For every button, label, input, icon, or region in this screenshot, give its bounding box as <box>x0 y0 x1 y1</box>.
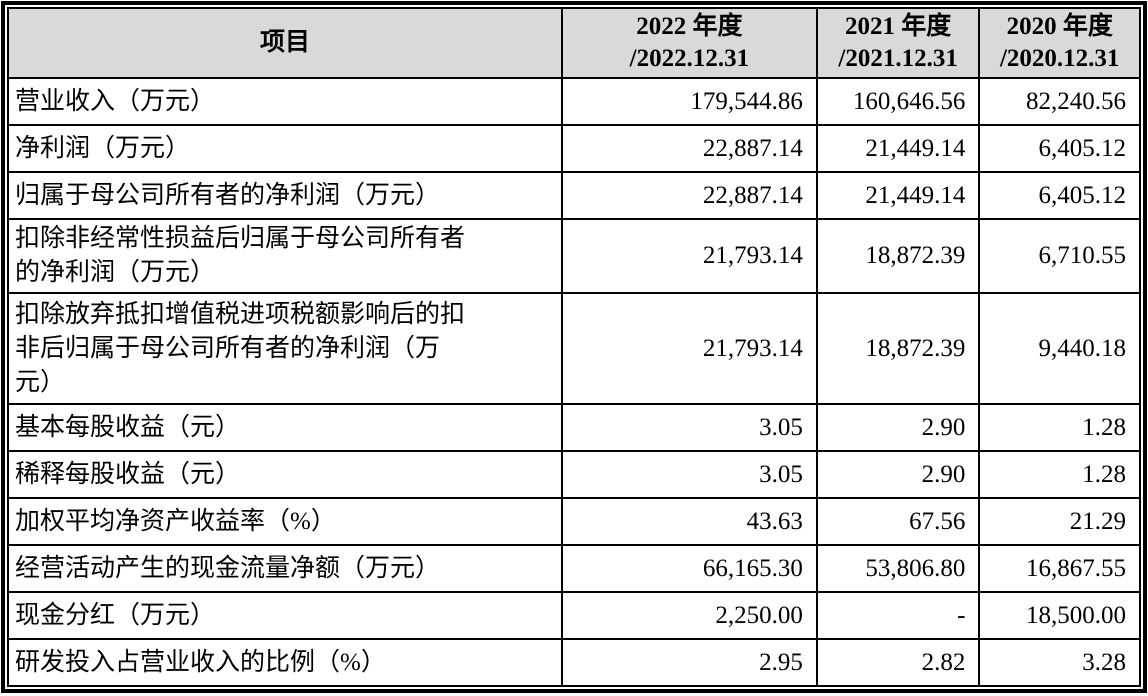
row-label: 扣除放弃抵扣增值税进项税额影响后的扣 非后归属于母公司所有者的净利润（万 元） <box>7 292 563 405</box>
value-cell: 3.05 <box>560 403 818 452</box>
value-cell: 16,867.55 <box>978 544 1141 593</box>
value-cell: 21,793.14 <box>560 218 818 294</box>
value-cell: 6,405.12 <box>978 124 1141 173</box>
value-cell: 66,165.30 <box>560 544 818 593</box>
column-header-2021: 2021 年度 /2021.12.31 <box>815 7 981 79</box>
column-header-item: 项目 <box>7 7 563 79</box>
table-row: 现金分红（万元） 2,250.00 - 18,500.00 <box>7 591 1141 640</box>
value-cell: 21,449.14 <box>815 124 981 173</box>
value-cell: 53,806.80 <box>815 544 981 593</box>
financial-summary-table: 项目 2022 年度 /2022.12.31 2021 年度 /2021.12.… <box>7 7 1141 687</box>
table-row: 稀释每股收益（元） 3.05 2.90 1.28 <box>7 450 1141 499</box>
value-cell: 1.28 <box>978 450 1141 499</box>
table-row: 扣除非经常性损益后归属于母公司所有者 的净利润（万元） 21,793.14 18… <box>7 218 1141 294</box>
table-row: 基本每股收益（元） 3.05 2.90 1.28 <box>7 403 1141 452</box>
value-cell: 9,440.18 <box>978 292 1141 405</box>
table-row: 经营活动产生的现金流量净额（万元） 66,165.30 53,806.80 16… <box>7 544 1141 593</box>
value-cell: 160,646.56 <box>815 77 981 126</box>
value-cell: 2.95 <box>560 638 818 687</box>
row-label: 营业收入（万元） <box>7 77 563 126</box>
value-cell: 6,405.12 <box>978 171 1141 220</box>
value-cell: 67.56 <box>815 497 981 546</box>
value-cell: 2.82 <box>815 638 981 687</box>
value-cell: 21.29 <box>978 497 1141 546</box>
row-label: 加权平均净资产收益率（%） <box>7 497 563 546</box>
row-label: 稀释每股收益（元） <box>7 450 563 499</box>
value-cell: 18,500.00 <box>978 591 1141 640</box>
value-cell: 21,449.14 <box>815 171 981 220</box>
value-cell: 6,710.55 <box>978 218 1141 294</box>
value-cell: 3.05 <box>560 450 818 499</box>
table-row: 加权平均净资产收益率（%） 43.63 67.56 21.29 <box>7 497 1141 546</box>
table-row: 净利润（万元） 22,887.14 21,449.14 6,405.12 <box>7 124 1141 173</box>
table-row: 营业收入（万元） 179,544.86 160,646.56 82,240.56 <box>7 77 1141 126</box>
value-cell: - <box>815 591 981 640</box>
value-cell: 82,240.56 <box>978 77 1141 126</box>
value-cell: 21,793.14 <box>560 292 818 405</box>
row-label: 经营活动产生的现金流量净额（万元） <box>7 544 563 593</box>
table-row: 研发投入占营业收入的比例（%） 2.95 2.82 3.28 <box>7 638 1141 687</box>
column-header-2020: 2020 年度 /2020.12.31 <box>978 7 1141 79</box>
value-cell: 18,872.39 <box>815 292 981 405</box>
row-label: 归属于母公司所有者的净利润（万元） <box>7 171 563 220</box>
table-row: 归属于母公司所有者的净利润（万元） 22,887.14 21,449.14 6,… <box>7 171 1141 220</box>
value-cell: 22,887.14 <box>560 171 818 220</box>
table-row: 扣除放弃抵扣增值税进项税额影响后的扣 非后归属于母公司所有者的净利润（万 元） … <box>7 292 1141 405</box>
value-cell: 1.28 <box>978 403 1141 452</box>
value-cell: 179,544.86 <box>560 77 818 126</box>
value-cell: 2.90 <box>815 403 981 452</box>
row-label: 净利润（万元） <box>7 124 563 173</box>
row-label: 现金分红（万元） <box>7 591 563 640</box>
value-cell: 2.90 <box>815 450 981 499</box>
value-cell: 2,250.00 <box>560 591 818 640</box>
value-cell: 18,872.39 <box>815 218 981 294</box>
value-cell: 22,887.14 <box>560 124 818 173</box>
value-cell: 43.63 <box>560 497 818 546</box>
row-label: 扣除非经常性损益后归属于母公司所有者 的净利润（万元） <box>7 218 563 294</box>
value-cell: 3.28 <box>978 638 1141 687</box>
column-header-2022: 2022 年度 /2022.12.31 <box>560 7 818 79</box>
row-label: 基本每股收益（元） <box>7 403 563 452</box>
header-row: 项目 2022 年度 /2022.12.31 2021 年度 /2021.12.… <box>7 7 1141 79</box>
row-label: 研发投入占营业收入的比例（%） <box>7 638 563 687</box>
